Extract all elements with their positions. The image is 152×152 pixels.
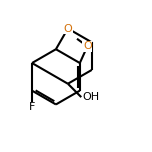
Text: O: O xyxy=(83,41,92,51)
Text: OH: OH xyxy=(82,92,99,102)
Text: O: O xyxy=(64,24,72,33)
Text: F: F xyxy=(29,102,35,112)
